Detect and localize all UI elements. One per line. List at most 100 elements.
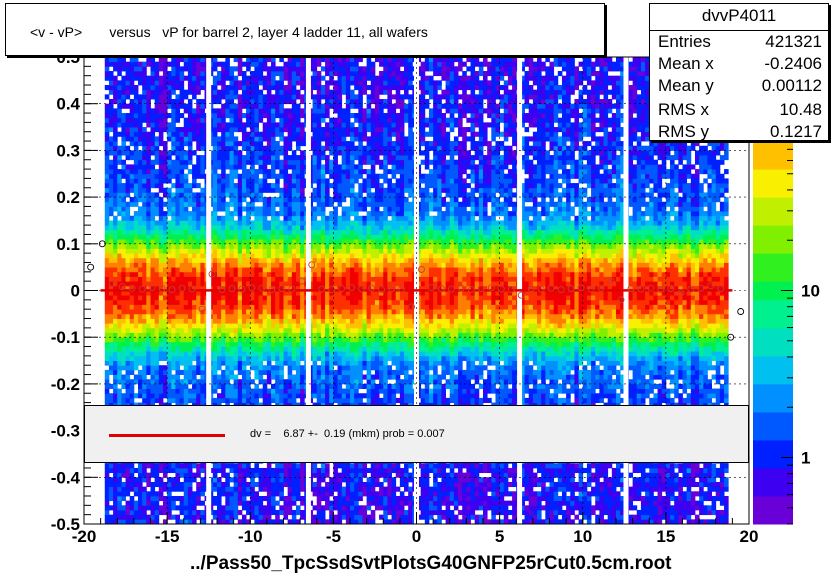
heatmap-cell [225, 365, 230, 371]
heatmap-cell [113, 201, 118, 207]
heatmap-cell [316, 220, 322, 226]
heatmap-cell [154, 323, 160, 329]
heatmap-cell [279, 122, 284, 128]
heatmap-cell [295, 365, 301, 371]
heatmap-cell [329, 225, 334, 231]
heatmap-cell [283, 267, 289, 273]
heatmap-cell [254, 309, 259, 315]
heatmap-cell [175, 332, 180, 338]
heatmap-cell [108, 369, 114, 375]
heatmap-cell [183, 393, 189, 399]
heatmap-cell [187, 285, 193, 291]
heatmap-cell [283, 360, 289, 366]
heatmap-cell [221, 113, 226, 119]
heatmap-cell [171, 99, 176, 105]
heatmap-cell [154, 75, 160, 81]
heatmap-cell [129, 397, 135, 403]
heatmap-cell [129, 155, 135, 161]
heatmap-cell [117, 495, 122, 502]
heatmap-cell [192, 192, 197, 198]
heatmap-cell [121, 318, 126, 324]
heatmap-cell [117, 150, 122, 156]
heatmap-cell [250, 145, 255, 151]
heatmap-cell [108, 220, 114, 226]
heatmap-cell [150, 80, 156, 86]
heatmap-cell [316, 514, 322, 520]
heatmap-cell [108, 197, 114, 203]
heatmap-cell [196, 509, 201, 516]
heatmap-cell [200, 304, 205, 310]
heatmap-cell [154, 267, 160, 273]
heatmap-cell [312, 164, 318, 170]
heatmap-cell [183, 365, 189, 371]
heatmap-cell [217, 229, 222, 235]
heatmap-cell [133, 85, 139, 91]
heatmap-cell [104, 257, 110, 263]
heatmap-cell [113, 267, 118, 273]
heatmap-cell [121, 169, 126, 175]
heatmap-cell [254, 75, 259, 81]
heatmap-cell [254, 89, 259, 95]
heatmap-cell [225, 281, 230, 287]
heatmap-cell [229, 187, 235, 193]
heatmap-cell [187, 257, 193, 263]
heatmap-cell [237, 197, 243, 203]
heatmap-cell [196, 215, 201, 221]
heatmap-cell [167, 295, 172, 301]
heatmap-cell [104, 486, 110, 492]
heatmap-cell [225, 383, 230, 389]
heatmap-cell [121, 220, 126, 226]
heatmap-cell [196, 225, 201, 231]
heatmap-cell [229, 323, 235, 329]
heatmap-cell [254, 271, 259, 277]
heatmap-cell [167, 192, 172, 198]
heatmap-cell [179, 323, 185, 329]
heatmap-cell [254, 491, 259, 497]
heatmap-cell [312, 206, 318, 212]
heatmap-cell [154, 197, 160, 203]
heatmap-cell [104, 491, 110, 497]
heatmap-cell [291, 85, 297, 91]
heatmap-cell [287, 131, 293, 137]
heatmap-cell [217, 477, 222, 483]
heatmap-cell [183, 215, 189, 221]
heatmap-cell [179, 127, 185, 133]
heatmap-cell [129, 290, 135, 296]
heatmap-cell [250, 271, 255, 277]
heatmap-cell [175, 281, 180, 287]
heatmap-cell [300, 365, 305, 371]
heatmap-cell [129, 379, 135, 385]
heatmap-cell [150, 197, 156, 203]
heatmap-cell [225, 220, 230, 226]
heatmap-cell [329, 509, 334, 516]
heatmap-cell [279, 127, 284, 133]
heatmap-cell [138, 155, 143, 161]
heatmap-cell [295, 267, 301, 273]
heatmap-cell [275, 211, 280, 217]
heatmap-cell [254, 369, 259, 375]
heatmap-cell [192, 229, 197, 235]
heatmap-cell [196, 463, 201, 469]
heatmap-cell [113, 514, 118, 520]
heatmap-cell [142, 178, 147, 184]
heatmap-cell [233, 332, 239, 338]
heatmap-cell [316, 500, 322, 506]
heatmap-cell [300, 94, 305, 100]
heatmap-cell [146, 243, 151, 249]
heatmap-cell [254, 253, 259, 259]
heatmap-cell [325, 197, 330, 203]
heatmap-cell [150, 346, 156, 352]
heatmap-cell [316, 509, 322, 516]
heatmap-cell [221, 225, 226, 231]
heatmap-cell [121, 271, 126, 277]
heatmap-cell [320, 108, 326, 114]
heatmap-cell [158, 374, 164, 380]
heatmap-cell [175, 201, 180, 207]
heatmap-cell [113, 509, 118, 516]
heatmap-cell [300, 131, 305, 137]
heatmap-cell [154, 136, 160, 142]
heatmap-cell [271, 257, 276, 263]
heatmap-cell [121, 304, 126, 310]
heatmap-cell [295, 159, 301, 165]
heatmap-cell [271, 61, 276, 67]
